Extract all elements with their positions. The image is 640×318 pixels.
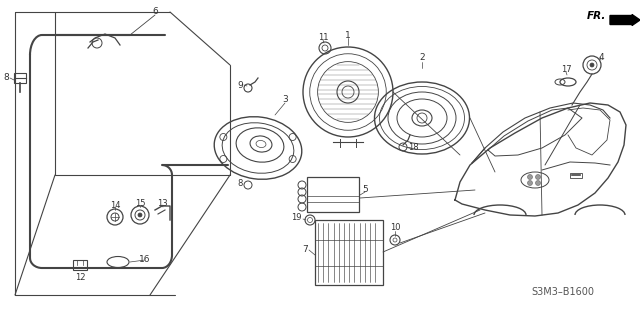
FancyArrow shape: [610, 15, 640, 25]
Circle shape: [536, 181, 541, 185]
Text: 14: 14: [109, 201, 120, 210]
Bar: [14, 73, 26, 83]
Text: 16: 16: [140, 255, 151, 265]
Text: 5: 5: [362, 185, 368, 195]
Circle shape: [527, 175, 532, 179]
Bar: [307, 177, 359, 212]
Text: 6: 6: [152, 8, 158, 17]
Text: 1: 1: [345, 31, 351, 39]
Text: 13: 13: [157, 198, 167, 208]
Circle shape: [138, 213, 142, 217]
Text: S3M3–B1600: S3M3–B1600: [531, 287, 595, 297]
Text: FR.: FR.: [587, 11, 606, 21]
Text: 12: 12: [75, 273, 85, 282]
Circle shape: [527, 181, 532, 185]
Text: 18: 18: [408, 143, 419, 153]
Text: 17: 17: [561, 66, 572, 74]
Text: 10: 10: [390, 224, 400, 232]
Text: 7: 7: [302, 245, 308, 254]
Text: 3: 3: [282, 95, 288, 105]
Text: 8: 8: [237, 178, 243, 188]
Text: 2: 2: [419, 53, 425, 63]
Text: 19: 19: [291, 213, 302, 223]
Text: 4: 4: [598, 53, 604, 63]
Text: 15: 15: [135, 199, 145, 209]
Circle shape: [590, 63, 594, 67]
Bar: [73, 260, 87, 270]
Bar: [570, 173, 582, 178]
Circle shape: [536, 175, 541, 179]
Text: 11: 11: [317, 33, 328, 43]
Bar: [315, 220, 383, 285]
Text: 9: 9: [237, 80, 243, 89]
Text: 8: 8: [3, 73, 9, 82]
